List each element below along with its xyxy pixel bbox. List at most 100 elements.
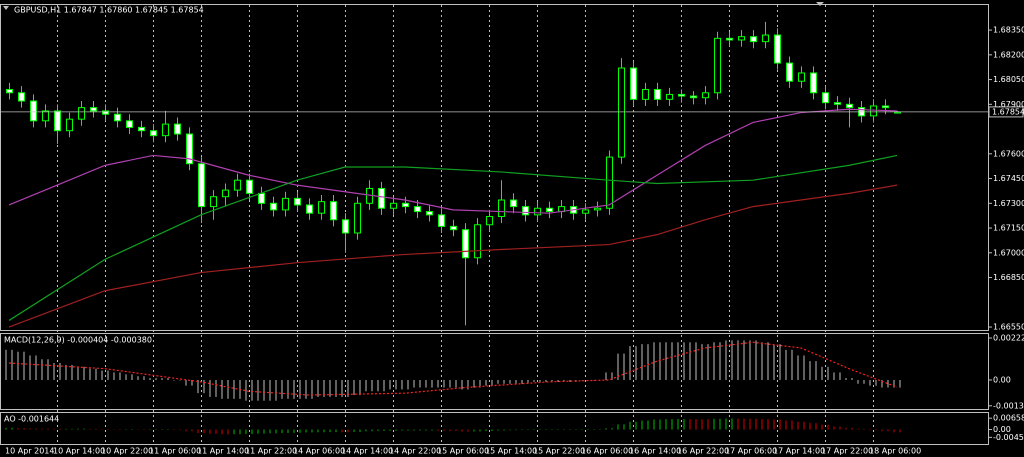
- histogram-bar: [341, 379, 343, 397]
- histogram-bar: [887, 429, 889, 432]
- histogram-bar: [785, 349, 787, 380]
- candle-body: [726, 37, 733, 41]
- histogram-bar: [677, 418, 679, 430]
- histogram-bar: [803, 355, 805, 380]
- histogram-bar: [77, 428, 79, 430]
- candle-body: [786, 62, 793, 82]
- histogram-bar: [731, 418, 733, 430]
- histogram-bar: [323, 429, 325, 433]
- histogram-bar: [257, 379, 259, 401]
- histogram-bar: [245, 379, 247, 401]
- histogram-bar: [377, 429, 379, 431]
- histogram-bar: [899, 379, 901, 388]
- histogram-bar: [59, 363, 61, 380]
- candle-body: [750, 36, 757, 43]
- candle-body: [282, 197, 289, 211]
- histogram-bar: [473, 429, 475, 432]
- y-tick-label: 1.67600: [993, 149, 1024, 158]
- histogram-bar: [605, 428, 607, 430]
- histogram-bar: [59, 428, 61, 430]
- histogram-bar: [347, 379, 349, 397]
- histogram-bar: [863, 428, 865, 430]
- histogram-bar: [653, 419, 655, 430]
- candle-body: [438, 214, 445, 227]
- candle-body: [18, 92, 25, 102]
- histogram-bar: [623, 353, 625, 380]
- histogram-bar: [281, 379, 283, 399]
- candle-body: [654, 88, 661, 100]
- histogram-bar: [659, 342, 661, 380]
- histogram-bar: [617, 424, 619, 430]
- histogram-bar: [311, 379, 313, 399]
- histogram-bar: [107, 370, 109, 380]
- candle-body: [258, 192, 265, 204]
- histogram-bar: [503, 379, 505, 384]
- histogram-bar: [83, 428, 85, 430]
- current-price-box: [988, 106, 1024, 118]
- histogram-bar: [635, 346, 637, 380]
- candle-body: [66, 118, 73, 132]
- histogram-bar: [755, 340, 757, 380]
- histogram-bar: [635, 421, 637, 430]
- histogram-bar: [707, 344, 709, 380]
- histogram-bar: [371, 379, 373, 392]
- histogram-bar: [743, 340, 745, 380]
- histogram-bar: [449, 379, 451, 388]
- histogram-bar: [251, 429, 253, 435]
- histogram-bar: [23, 428, 25, 430]
- histogram-bar: [209, 379, 211, 397]
- histogram-bar: [809, 423, 811, 430]
- histogram-bar: [815, 361, 817, 380]
- histogram-bar: [773, 344, 775, 380]
- candle-body: [690, 95, 697, 99]
- y-tick-label: 0.006581: [993, 414, 1024, 423]
- histogram-bar: [755, 418, 757, 430]
- candle-body: [582, 209, 589, 214]
- panel-marker: [3, 6, 9, 10]
- histogram-bar: [257, 429, 259, 434]
- candle-body: [702, 92, 709, 99]
- histogram-bar: [803, 421, 805, 430]
- histogram-bar: [701, 344, 703, 380]
- histogram-bar: [395, 429, 397, 431]
- macd-panel: [0, 333, 989, 410]
- histogram-bar: [335, 379, 337, 397]
- histogram-bar: [209, 429, 211, 434]
- histogram-bar: [887, 379, 889, 388]
- histogram-bar: [353, 379, 355, 396]
- x-tick-label: 17 Apr 22:00: [821, 447, 873, 456]
- candle-body: [150, 130, 157, 137]
- histogram-bar: [899, 429, 901, 433]
- candle-body: [294, 197, 301, 206]
- histogram-bar: [827, 366, 829, 380]
- histogram-bar: [719, 342, 721, 380]
- histogram-bar: [581, 429, 583, 431]
- histogram-bar: [671, 419, 673, 430]
- candle-body: [414, 206, 421, 213]
- histogram-bar: [65, 428, 67, 430]
- histogram-bar: [11, 349, 13, 380]
- y-tick-label: 1.68200: [993, 50, 1024, 59]
- x-tick-label: 16 Apr 06:00: [581, 447, 633, 456]
- y-tick-label: 1.67300: [993, 199, 1024, 208]
- candle-body: [138, 126, 145, 132]
- histogram-bar: [761, 419, 763, 430]
- histogram-bar: [401, 429, 403, 431]
- histogram-bar: [89, 428, 91, 430]
- histogram-bar: [617, 353, 619, 380]
- histogram-bar: [893, 379, 895, 388]
- histogram-bar: [149, 429, 151, 430]
- histogram-bar: [431, 429, 433, 431]
- candle-body: [54, 110, 61, 132]
- histogram-bar: [767, 342, 769, 380]
- histogram-bar: [779, 344, 781, 380]
- histogram-bar: [581, 379, 583, 381]
- candle-body: [114, 113, 121, 122]
- histogram-bar: [167, 378, 169, 380]
- histogram-bar: [485, 429, 487, 432]
- candle-body: [378, 187, 385, 209]
- candle-body: [426, 211, 433, 216]
- histogram-bar: [125, 374, 127, 380]
- histogram-bar: [881, 379, 883, 388]
- histogram-bar: [83, 366, 85, 380]
